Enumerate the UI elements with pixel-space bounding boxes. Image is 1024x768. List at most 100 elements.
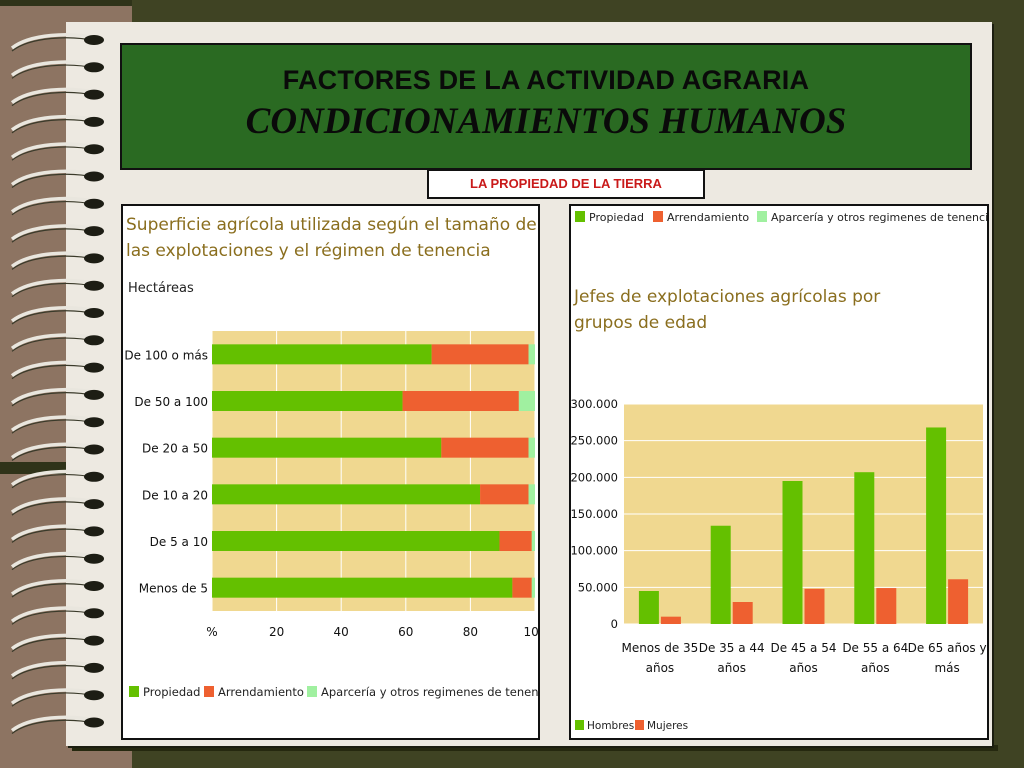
legend-swatch — [129, 686, 139, 697]
x-tick-label: 20 — [269, 625, 284, 639]
bar-mujeres — [948, 579, 969, 624]
spiral-hole — [84, 253, 104, 264]
spiral-ring — [10, 278, 97, 296]
spiral-ring — [10, 524, 97, 541]
spiral-ring — [10, 33, 97, 50]
category-label: De 50 a 100 — [134, 395, 208, 409]
bar-hombres — [782, 481, 803, 624]
chart-panel-superficie: Superficie agrícola utilizada según el t… — [121, 204, 540, 740]
top-legend-swatch — [575, 211, 585, 222]
top-legend-label: Aparcería y otros regimenes de tenencia — [771, 211, 987, 224]
spiral-hole — [84, 662, 104, 673]
spiral-hole — [84, 717, 104, 728]
spiral-hole — [84, 62, 104, 73]
x-tick-label: 80 — [463, 625, 478, 639]
spiral-ring — [10, 606, 97, 623]
spiral-ring — [10, 142, 97, 159]
spiral-hole — [84, 171, 104, 182]
category-label: De 100 o más — [124, 348, 208, 362]
spiral-hole — [84, 389, 104, 400]
bar-arrendamiento — [499, 531, 532, 551]
legend-label: Arrendamiento — [218, 685, 304, 699]
slide-subtitle: CONDICIONAMIENTOS HUMANOS — [245, 101, 847, 142]
bar-hombres — [854, 472, 875, 624]
spiral-ring — [10, 388, 97, 405]
x-tick-label: 60 — [398, 625, 413, 639]
spiral-ring — [10, 196, 97, 214]
chart-panel-jefes: Propiedad Arrendamiento Aparcería y otros … — [569, 204, 989, 740]
spiral-ring — [10, 715, 97, 732]
spiral-hole — [84, 335, 104, 346]
category-label: años — [717, 661, 746, 675]
y-tick-label: 200.000 — [571, 470, 618, 484]
legend-swatch — [575, 720, 584, 730]
spiral-ring — [10, 251, 97, 268]
chart-title: grupos de edad — [574, 313, 707, 333]
legend-swatch — [635, 720, 644, 730]
spiral-hole — [84, 526, 104, 537]
spiral-ring — [10, 661, 97, 678]
spiral-rings — [10, 33, 104, 734]
section-label: LA PROPIEDAD DE LA TIERRA — [427, 169, 705, 199]
category-label: años — [646, 661, 675, 675]
bar-hombres — [710, 525, 731, 624]
y-tick-label: 300.000 — [571, 397, 618, 411]
spiral-hole — [84, 116, 104, 127]
spiral-ring — [10, 442, 97, 459]
spiral-ring — [10, 469, 97, 487]
category-label: De 55 a 64 — [842, 641, 908, 655]
spiral-ring — [10, 60, 97, 77]
category-label: De 65 años y — [908, 641, 987, 655]
spiral-hole — [84, 471, 104, 482]
bar-propiedad — [212, 437, 442, 458]
category-label: De 10 a 20 — [142, 488, 208, 502]
spiral-hole — [84, 280, 104, 291]
category-label: De 5 a 10 — [150, 535, 208, 549]
spiral-hole — [84, 198, 104, 209]
chart-title: Jefes de explotaciones agrícolas por — [573, 287, 880, 307]
bar-aparceria — [531, 577, 535, 598]
spiral-hole — [84, 499, 104, 510]
spiral-ring — [10, 333, 97, 350]
spiral-hole — [84, 89, 104, 100]
bar-arrendamiento — [431, 344, 529, 365]
bar-aparceria — [531, 531, 535, 551]
title-banner: FACTORES DE LA ACTIVIDAD AGRARIA CONDICI… — [120, 43, 972, 170]
bar-propiedad — [212, 531, 500, 551]
bar-mujeres — [660, 616, 681, 624]
spiral-ring — [10, 115, 97, 132]
spiral-hole — [84, 226, 104, 237]
top-legend-label: Arrendamiento — [667, 211, 749, 224]
bar-propiedad — [212, 484, 481, 505]
legend-label: Propiedad — [143, 685, 200, 699]
spiral-ring — [10, 688, 97, 705]
category-label: Menos de 5 — [139, 582, 208, 596]
spiral-hole — [84, 690, 104, 701]
notebook-shadow — [72, 745, 998, 751]
bar-aparceria — [528, 437, 535, 458]
spiral-ring — [10, 579, 97, 596]
bar-aparceria — [528, 484, 535, 505]
legend-label: Mujeres — [647, 720, 688, 732]
category-label: Menos de 35 — [621, 641, 698, 655]
y-tick-label: 250.000 — [571, 434, 618, 448]
bar-propiedad — [212, 391, 403, 411]
spiral-ring — [10, 415, 97, 432]
x-tick-label: 40 — [334, 625, 349, 639]
slide-title: FACTORES DE LA ACTIVIDAD AGRARIA — [282, 65, 810, 95]
category-label: De 20 a 50 — [142, 442, 208, 456]
bar-mujeres — [804, 588, 825, 624]
spiral-hole — [84, 444, 104, 455]
top-legend-swatch — [653, 211, 663, 222]
top-legend-swatch — [757, 211, 767, 222]
spiral-ring — [10, 169, 97, 186]
y-tick-label: 0 — [611, 617, 618, 631]
chart-jefes: Propiedad Arrendamiento Aparcería y otros … — [571, 211, 987, 732]
spiral-hole — [84, 35, 104, 45]
legend-swatch — [204, 686, 214, 697]
category-label: De 35 a 44 — [699, 641, 765, 655]
bar-aparceria — [518, 391, 535, 411]
chart-title: las explotaciones y el régimen de tenenc… — [126, 241, 491, 261]
chart-superficie: Superficie agrícola utilizada según el t… — [124, 215, 538, 699]
spiral-hole — [84, 144, 104, 155]
